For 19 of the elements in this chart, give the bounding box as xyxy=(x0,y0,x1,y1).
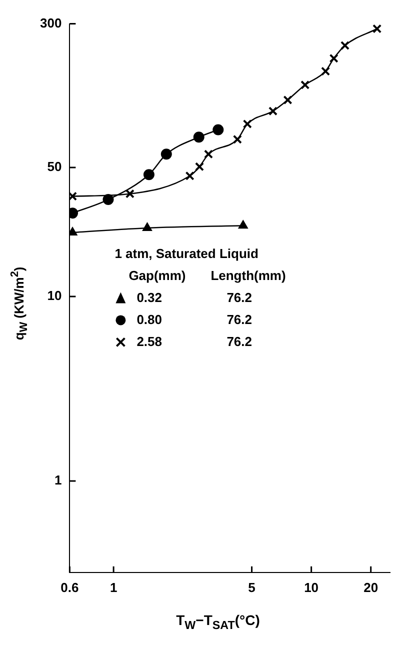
y-tick-label: 10 xyxy=(47,288,62,304)
annotation: 76.2 xyxy=(226,334,252,349)
legend-label: 2.58 xyxy=(136,334,162,349)
x-tick-label: 20 xyxy=(364,580,378,595)
legend-label: 0.32 xyxy=(136,290,162,305)
annotation: 76.2 xyxy=(226,312,252,327)
y-tick-label: 1 xyxy=(54,472,62,488)
annotation: Length(mm) xyxy=(210,268,286,283)
legend-title: 1 atm, Saturated Liquid xyxy=(114,246,258,261)
x-tick-label: 10 xyxy=(304,580,319,595)
x-tick-label: 0.6 xyxy=(60,580,79,595)
annotation: 76.2 xyxy=(226,290,252,305)
y-tick-label: 50 xyxy=(47,159,62,174)
annotation: Gap(mm) xyxy=(128,268,186,283)
x-tick-label: 5 xyxy=(248,580,256,595)
x-axis-title: T$_{W}$−T$_{SAT}$(°C) xyxy=(175,612,261,632)
y-tick-label: 300 xyxy=(40,15,62,30)
x-tick-label: 1 xyxy=(110,580,118,595)
legend-label: 0.80 xyxy=(136,312,162,327)
